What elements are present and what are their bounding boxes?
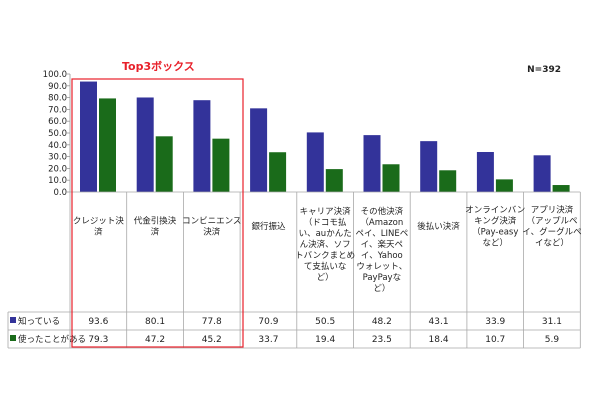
y-tick-label: 10.0 [48, 176, 67, 186]
y-tick-label: 60.0 [48, 117, 67, 127]
y-axis: 100.0 90.0 80.070.0 60.0 50.0 40.0 30.020.0 10.… [43, 70, 71, 198]
bar-used [212, 138, 230, 192]
bar-used [99, 98, 116, 192]
data-label: 80.1 [145, 317, 165, 327]
category-label: イ、グーグルペ [522, 227, 581, 238]
bar-used [439, 170, 457, 192]
category-label: 銀行振込 [251, 221, 286, 232]
top3-highlight-box [71, 78, 244, 348]
category-label: 代金引換決 [134, 216, 177, 227]
y-tick-label: 70.0 [48, 105, 67, 115]
category-label: イ、Yahoo [361, 251, 403, 261]
y-tick-label: 80.0 [48, 94, 67, 104]
y-tick-label: 90.0 [48, 82, 67, 92]
bar-used [269, 152, 287, 192]
bar-known [193, 100, 211, 192]
y-tick-label: 50.0 [48, 129, 67, 139]
category-label: ん決済、ソフ [300, 239, 351, 250]
data-label: 31.1 [542, 317, 562, 327]
y-tick-label: 30.0 [48, 153, 67, 163]
bar-used [325, 169, 343, 192]
data-label: 77.8 [202, 317, 222, 327]
category-label: アプリ決済 [531, 205, 574, 216]
category-label: キャリア決済 [300, 206, 352, 217]
category-label: ペイ、LINEペ [355, 229, 408, 239]
category-label: い、auかんた [299, 229, 352, 239]
category-label: キング決済 [474, 216, 517, 227]
y-tick-label: 20.0 [48, 164, 67, 174]
bars [80, 81, 570, 192]
bar-known [136, 97, 154, 192]
data-table: クレジット決済代金引換決済コンビニエンス決済銀行振込キャリア決済（ドコモ払い、a… [7, 191, 582, 349]
category-label: ど） [373, 283, 390, 294]
data-label: 23.5 [372, 335, 392, 345]
data-label: 79.3 [88, 335, 108, 345]
bar-known [306, 132, 324, 192]
data-label: 48.2 [372, 317, 392, 327]
bar-used [552, 185, 570, 192]
bar-known [363, 135, 381, 192]
data-label: 19.4 [315, 335, 335, 345]
y-tick-label: 40.0 [48, 141, 67, 151]
category-label: オンラインバン [465, 206, 525, 216]
y-tick-label: 100.0 [43, 70, 67, 80]
category-label: ど） [317, 272, 334, 283]
category-label: （Pay-easy [472, 227, 518, 238]
category-label: トバンクまとめ [295, 251, 355, 261]
category-label: て支払いな [304, 261, 347, 272]
data-label: 18.4 [429, 335, 449, 345]
category-label: （Amazon [360, 217, 403, 228]
category-label: （ドコモ払 [304, 217, 347, 228]
bar-known [533, 155, 551, 192]
data-label: 45.2 [202, 335, 222, 345]
y-tick-label: 0.0 [53, 188, 67, 198]
data-label: 70.9 [258, 317, 278, 327]
category-label: クレジット決 [73, 216, 125, 227]
category-label: 済 [151, 227, 160, 238]
category-label: （アップルペ [526, 216, 577, 227]
bar-used [382, 164, 400, 192]
category-label: 済 [94, 227, 103, 238]
category-label: など） [482, 238, 508, 249]
bar-known [476, 151, 494, 192]
category-label: イなど） [535, 238, 569, 249]
category-label: コンビニエンス [182, 217, 241, 227]
data-label: 10.7 [485, 335, 505, 345]
category-label: 決済 [203, 227, 221, 238]
sample-size-label: N=392 [527, 65, 561, 75]
data-label: 33.9 [485, 317, 505, 327]
legend-swatch [10, 335, 16, 341]
category-label: イ、楽天ペ [361, 239, 403, 250]
category-label: その他決済 [361, 206, 404, 217]
data-label: 43.1 [429, 317, 449, 327]
category-label: 後払い決済 [417, 221, 460, 232]
legend-label: 使ったことがある [18, 334, 86, 345]
data-label: 93.6 [88, 317, 108, 327]
category-label: PayPayな [363, 273, 401, 283]
data-label: 33.7 [258, 335, 278, 345]
top3-box-label: Top3ボックス [122, 59, 195, 73]
bar-known [250, 108, 268, 192]
data-label: 5.9 [545, 335, 560, 345]
legend-label: 知っている [18, 316, 60, 327]
category-label: ウォレット、 [356, 262, 407, 272]
bar-known [80, 81, 97, 192]
bar-used [155, 136, 173, 192]
data-label: 47.2 [145, 335, 165, 345]
data-label: 50.5 [315, 317, 335, 327]
bar-known [420, 141, 438, 192]
legend-swatch [10, 317, 16, 323]
bar-used [495, 179, 513, 192]
